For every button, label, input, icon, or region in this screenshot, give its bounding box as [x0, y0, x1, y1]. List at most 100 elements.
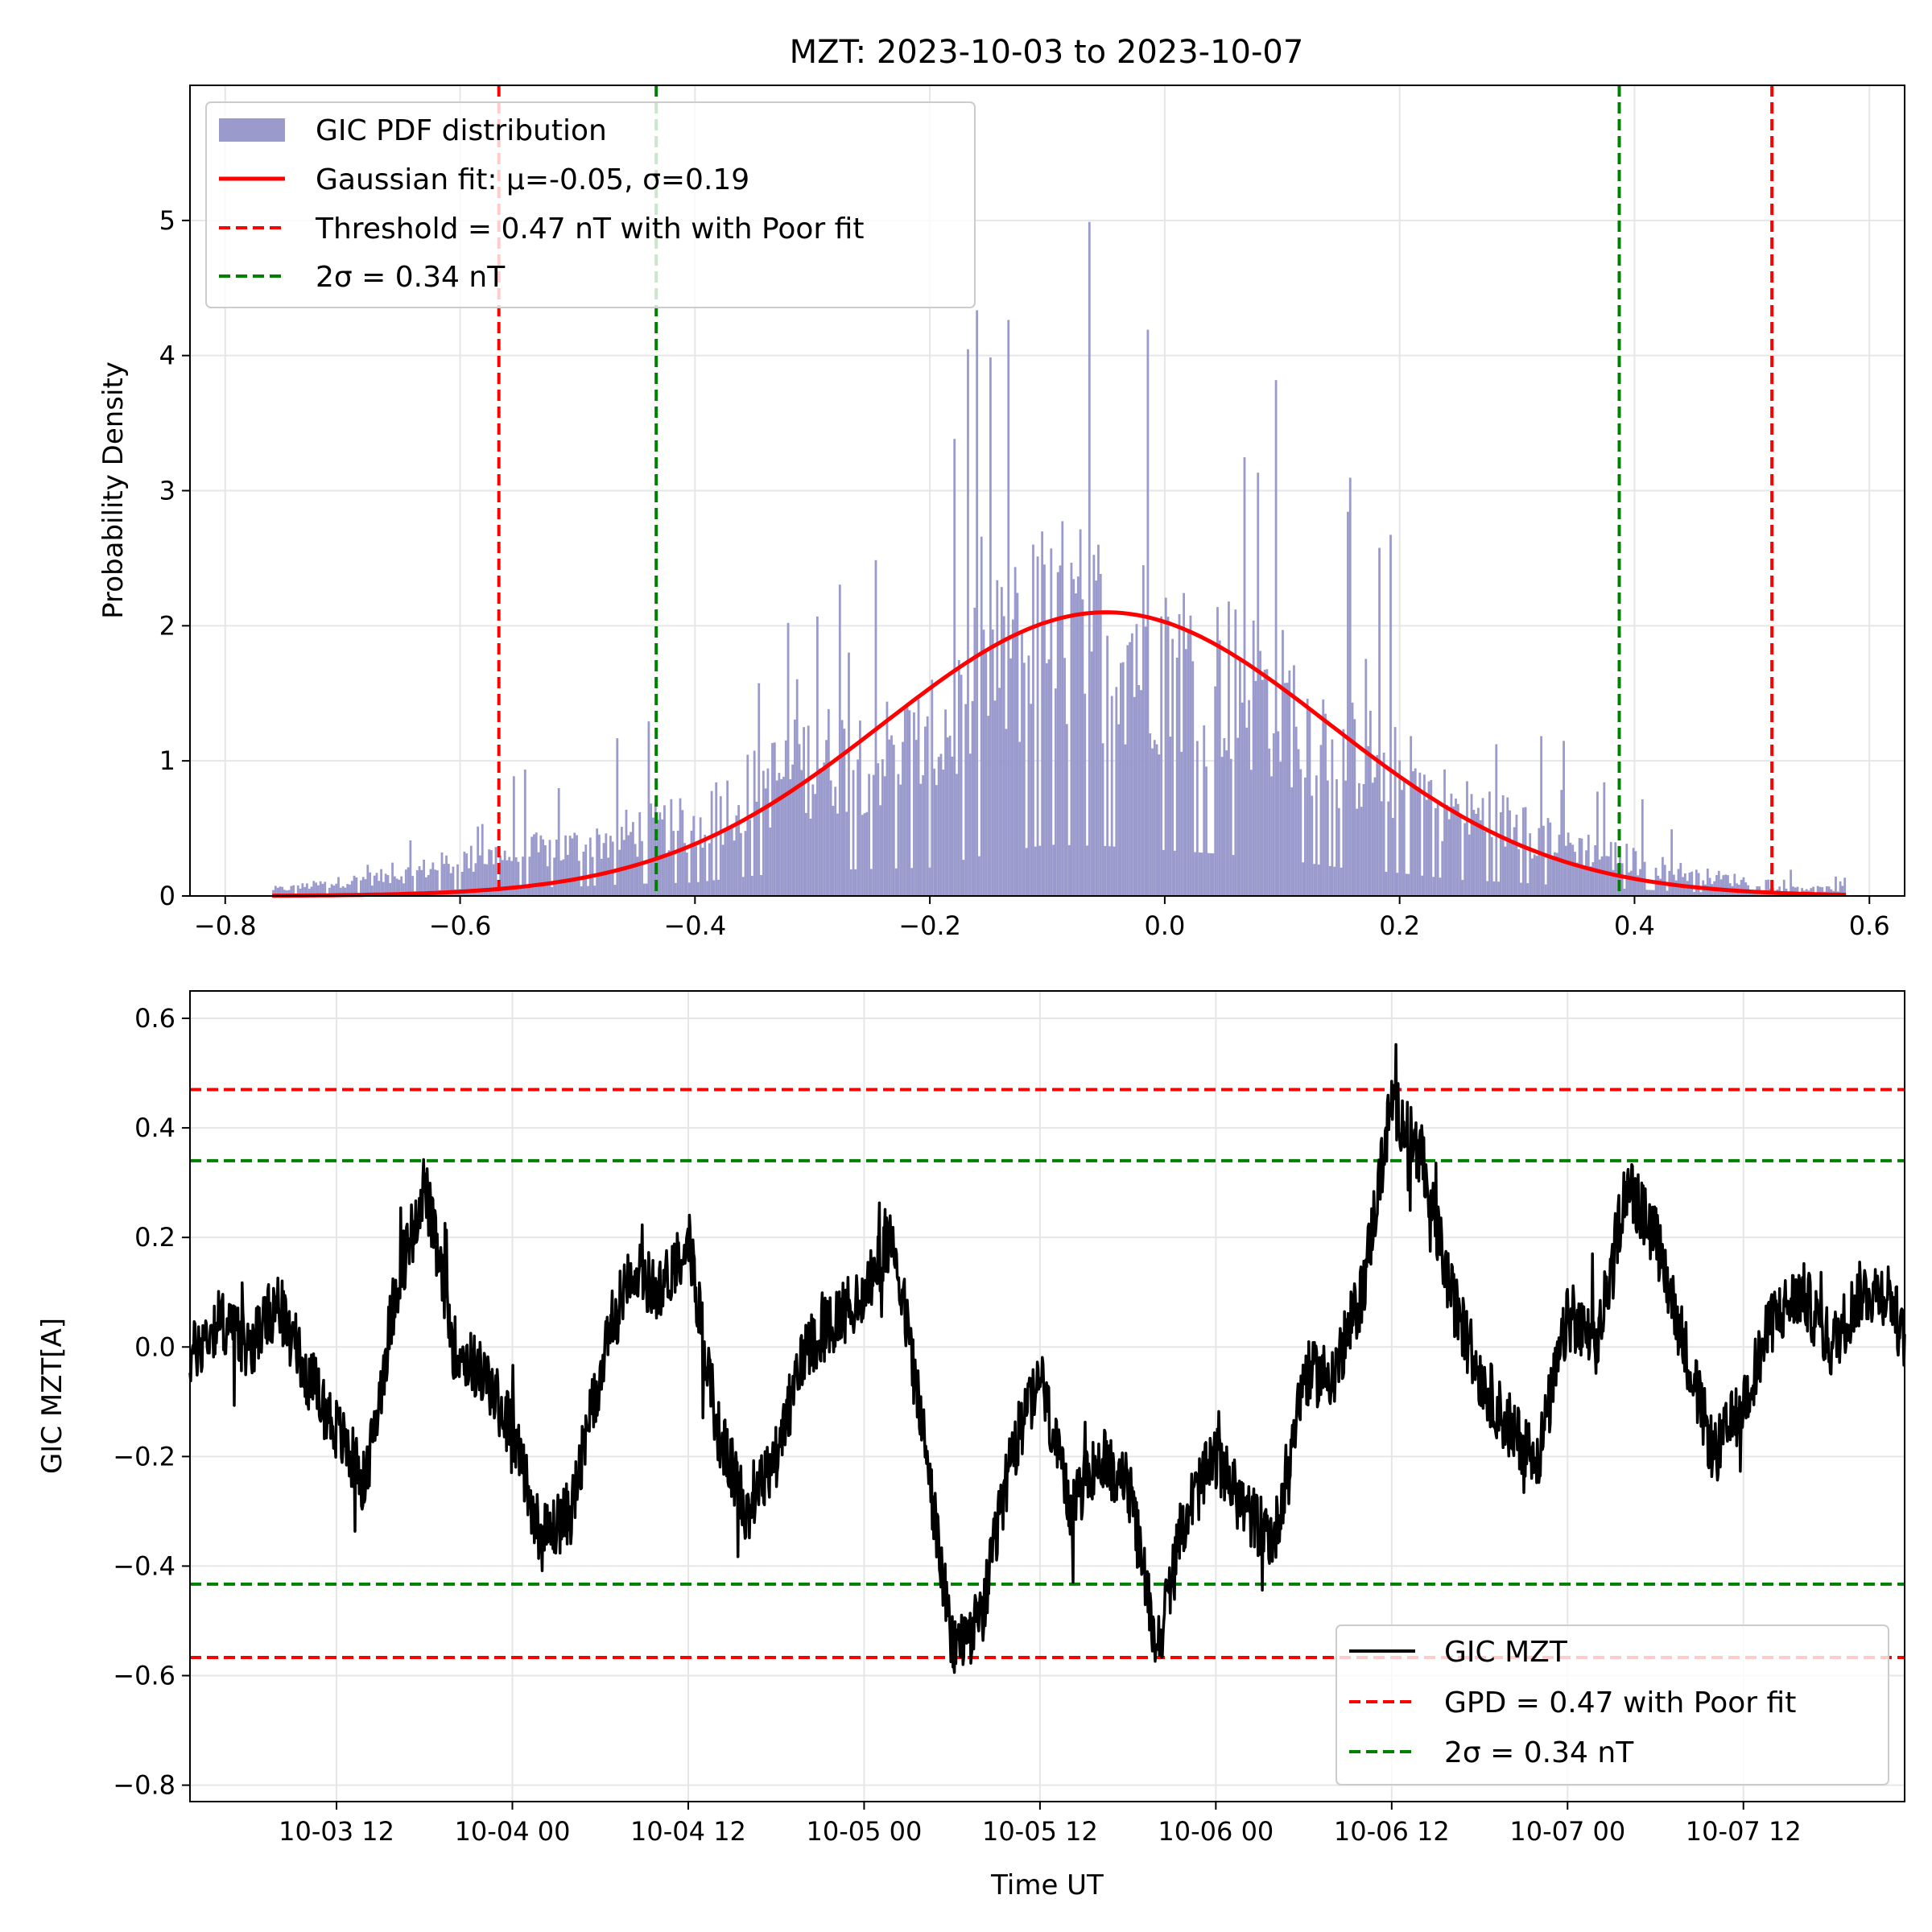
histogram-bar — [1430, 779, 1433, 896]
histogram-bar — [391, 862, 394, 896]
histogram-bar — [1265, 669, 1269, 896]
histogram-bar — [1389, 535, 1392, 896]
histogram-bar — [366, 865, 369, 896]
histogram-bar — [825, 740, 828, 896]
legend-histogram-label: GIC PDF distribution — [316, 114, 607, 147]
histogram-bar — [1337, 807, 1340, 896]
pdf-x-tick-label: −0.2 — [898, 910, 961, 941]
histogram-bar — [676, 830, 679, 896]
histogram-bar — [991, 630, 994, 896]
histogram-bar — [576, 835, 578, 896]
histogram-bar — [877, 763, 880, 896]
histogram-bar — [1481, 798, 1484, 896]
histogram-bar — [1535, 856, 1538, 896]
timeseries-legend: GIC MZT GPD = 0.47 with Poor fit 2σ = 0.… — [1335, 1624, 1889, 1785]
histogram-bar — [1459, 814, 1462, 896]
histogram-bar — [285, 890, 288, 896]
histogram-bar — [497, 888, 500, 896]
histogram-bar — [1501, 795, 1505, 896]
histogram-bar — [1214, 686, 1217, 896]
histogram-bar — [1313, 864, 1315, 896]
histogram-bar — [1277, 731, 1280, 896]
histogram-bar — [625, 809, 628, 896]
histogram-bar — [766, 768, 770, 896]
histogram-bar — [573, 832, 576, 896]
histogram-bar — [1272, 733, 1275, 896]
histogram-bar — [1492, 881, 1496, 896]
histogram-bar — [935, 785, 938, 896]
histogram-bar — [1742, 877, 1745, 896]
histogram-bar — [1393, 727, 1397, 896]
histogram-bar — [1290, 787, 1294, 896]
histogram-bar — [474, 863, 477, 896]
histogram-bar — [600, 858, 603, 896]
histogram-bar — [1563, 741, 1565, 896]
timeseries-x-tick-label: 10-05 12 — [982, 1816, 1098, 1847]
histogram-bar — [1432, 877, 1435, 896]
histogram-bar — [652, 817, 654, 896]
histogram-bar — [1509, 810, 1511, 896]
histogram-bar — [1115, 687, 1118, 896]
histogram-bar — [472, 871, 475, 896]
histogram-bar — [605, 833, 608, 896]
histogram-bar — [1000, 587, 1003, 896]
histogram-bar — [1461, 880, 1464, 896]
histogram-bar — [1216, 607, 1219, 896]
histogram-bar — [1184, 649, 1187, 896]
histogram-bar — [962, 860, 965, 896]
legend-gaussian-label: Gaussian fit: μ=-0.05, σ=0.19 — [316, 163, 749, 196]
histogram-bar — [982, 630, 985, 896]
histogram-bar — [402, 883, 405, 896]
histogram-bar — [1137, 685, 1141, 896]
pdf-y-tick-label: 3 — [159, 476, 175, 506]
histogram-bar — [724, 829, 727, 896]
histogram-bar — [1405, 873, 1408, 896]
histogram-bar — [1751, 893, 1754, 896]
histogram-bar — [1328, 865, 1331, 896]
histogram-bar — [364, 879, 367, 896]
histogram-bar — [1662, 857, 1664, 896]
histogram-bar — [811, 784, 815, 896]
histogram-bar — [1382, 752, 1385, 896]
histogram-bar — [1585, 850, 1587, 896]
histogram-bar — [1688, 872, 1691, 896]
histogram-bar — [1686, 881, 1689, 896]
histogram-bar — [800, 770, 803, 896]
histogram-bar — [670, 799, 673, 896]
histogram-bar — [1376, 754, 1379, 896]
histogram-bar — [1835, 876, 1837, 896]
histogram-bar — [642, 883, 646, 896]
histogram-bar — [1027, 655, 1030, 896]
histogram-bar — [312, 881, 316, 896]
histogram-bar — [1407, 873, 1410, 896]
histogram-bar — [1466, 781, 1468, 896]
histogram-bar — [559, 860, 563, 896]
histogram-bar — [914, 740, 918, 896]
histogram-bar — [315, 882, 317, 896]
pdf-y-tick-label: 5 — [159, 205, 175, 236]
histogram-bar — [519, 887, 522, 896]
histogram-bar — [1061, 521, 1064, 896]
histogram-bar — [1288, 670, 1291, 896]
histogram-bar — [735, 815, 738, 896]
histogram-bar — [1135, 624, 1138, 896]
histogram-bar — [775, 780, 778, 896]
histogram-bar — [1657, 875, 1660, 896]
histogram-bar — [1486, 881, 1489, 896]
histogram-bar — [1475, 813, 1478, 896]
histogram-bar — [490, 850, 493, 896]
histogram-bar — [1790, 869, 1793, 896]
histogram-bar — [760, 874, 762, 896]
histogram-bar — [1495, 744, 1498, 896]
histogram-bar — [369, 872, 372, 896]
histogram-bar — [834, 786, 837, 896]
histogram-bar — [1013, 567, 1017, 896]
histogram-bar — [1047, 659, 1051, 896]
histogram-bar — [1609, 841, 1612, 896]
histogram-bar — [415, 870, 419, 896]
pdf-x-tick-label: 0.2 — [1379, 910, 1420, 941]
histogram-bar — [1162, 849, 1165, 896]
histogram-bar — [301, 883, 304, 896]
histogram-bar — [708, 843, 711, 896]
histogram-bar — [1232, 855, 1235, 896]
